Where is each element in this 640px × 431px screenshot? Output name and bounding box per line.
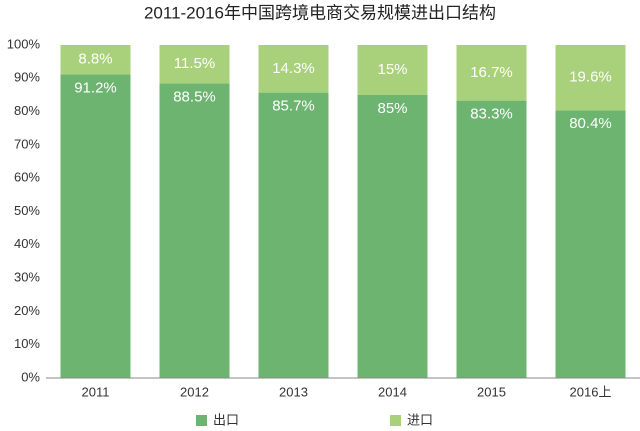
y-tick-label: 50%	[14, 203, 40, 218]
value-label: 80.4%	[569, 115, 612, 132]
y-tick-label: 20%	[14, 303, 40, 318]
y-tick-label: 0%	[21, 369, 40, 384]
y-tick-label: 40%	[14, 236, 40, 251]
value-label: 14.3%	[272, 60, 315, 77]
y-tick-label: 80%	[14, 103, 40, 118]
x-tick-label: 2011	[82, 384, 110, 399]
value-label: 15%	[377, 61, 407, 78]
value-label: 83.3%	[470, 106, 513, 123]
x-tick-label: 2014	[378, 384, 407, 399]
bar-segment	[159, 45, 230, 84]
bar-segment	[456, 100, 527, 379]
chart-title: 2011-2016年中国跨境电商交易规模进出口结构	[144, 3, 496, 22]
legend-label: 进口	[407, 412, 433, 427]
y-tick-label: 100%	[7, 36, 41, 51]
bar-segment	[60, 45, 131, 75]
value-label: 16.7%	[470, 64, 513, 81]
value-label: 85%	[377, 100, 407, 117]
bar-segment	[159, 83, 230, 379]
value-label: 91.2%	[74, 79, 117, 96]
y-tick-label: 90%	[14, 70, 40, 85]
value-label: 8.8%	[78, 51, 112, 68]
x-tick-label: 2016上	[570, 384, 612, 399]
value-label: 88.5%	[173, 88, 216, 105]
value-label: 85.7%	[272, 98, 315, 115]
bar-segment	[60, 74, 131, 378]
bar-segment	[357, 45, 428, 95]
y-tick-label: 10%	[14, 336, 40, 351]
bar-segment	[357, 94, 428, 378]
y-tick-label: 70%	[14, 136, 40, 151]
bar-segment	[258, 45, 329, 93]
value-label: 11.5%	[174, 55, 215, 72]
bar-segment	[456, 45, 527, 101]
bar-segment	[555, 45, 626, 111]
bar-segment	[258, 92, 329, 378]
x-tick-label: 2012	[180, 384, 209, 399]
legend-label: 出口	[213, 412, 239, 427]
legend-swatch	[196, 415, 207, 426]
bar-segment	[555, 110, 626, 378]
legend-swatch	[390, 415, 401, 426]
value-label: 19.6%	[569, 69, 612, 86]
x-tick-label: 2015	[477, 384, 506, 399]
y-tick-label: 30%	[14, 270, 40, 285]
x-tick-label: 2013	[279, 384, 308, 399]
y-tick-label: 60%	[14, 170, 40, 185]
